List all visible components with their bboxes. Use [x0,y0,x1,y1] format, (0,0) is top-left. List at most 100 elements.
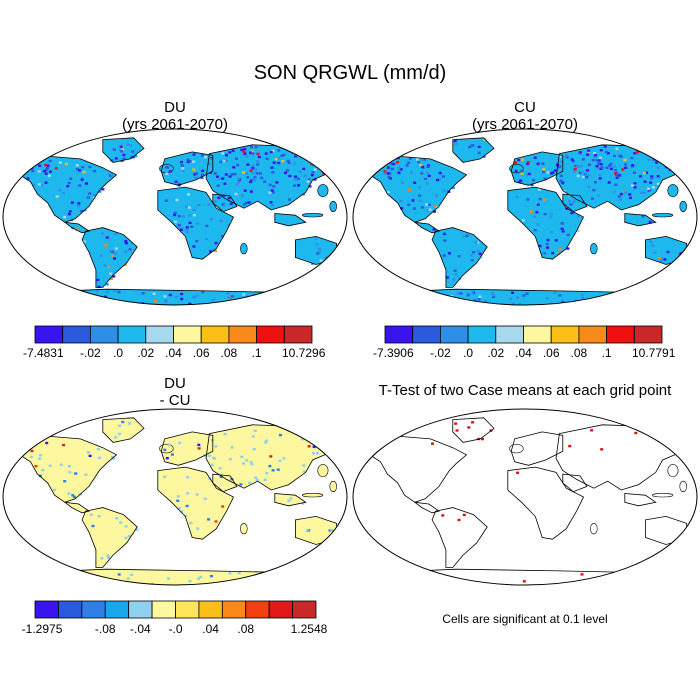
land-europe [161,431,213,466]
land-antarctica [27,569,323,585]
significance-note: Cells are significant at 0.1 level [442,612,608,626]
land-australia [645,236,687,265]
coastline-greenland [102,137,145,163]
land-europe [511,151,563,186]
coastline-africa [507,186,585,260]
island [317,464,329,478]
coastline-greenland [452,417,495,443]
island [329,200,337,213]
colorbar-box [439,325,469,344]
coastline-europe [160,431,214,466]
land-antarctica [377,289,673,305]
coastline-south-america [81,227,138,288]
coastline-se-asia [274,493,307,507]
colorbar-box [34,325,64,344]
colorbar-box [412,325,441,344]
colorbar-box [117,325,147,344]
island [679,200,687,213]
panel-cu-title-line1: CU [514,99,536,116]
island [240,243,248,255]
island [317,184,329,198]
island [689,257,697,265]
panel-diff-title: DU - CU [75,375,275,409]
colorbar-box [633,325,663,344]
map-panel-du [2,128,348,306]
coastline-se-asia [274,213,307,227]
globe-outline [2,408,348,586]
island [339,537,347,545]
coastline-se-asia [624,493,657,507]
colorbar-label: .04 [165,346,182,360]
coastline-north-america [5,154,118,223]
land-africa [157,187,234,260]
colorbar-box [384,325,414,344]
colorbar-box [90,325,119,344]
grid-cells [12,143,332,305]
colorbar-box [550,325,580,344]
colorbar-box [523,325,552,344]
land-europe [161,151,213,186]
coastline-arabia [562,473,588,493]
map-panel-diff [2,408,348,586]
island [689,537,697,545]
colorbar-label: 10.7791 [632,346,676,360]
map-panel-cu [352,128,698,306]
land-north-america [356,155,467,223]
land-south-america [82,227,138,288]
colorbar-label: .0 [113,346,123,360]
colorbar-label: -7.3906 [373,346,414,360]
colorbar-box [268,600,293,619]
land-australia [295,236,337,265]
colorbar-label: -.0 [168,622,182,636]
island [651,493,674,498]
land-south-america [432,227,488,288]
colorbar-box [606,325,635,344]
land-north-america [356,435,467,503]
coastline-africa [507,466,585,540]
colorbar-label: -.02 [80,346,101,360]
land-asia [556,144,691,210]
island [339,257,347,265]
colorbar-box [495,325,524,344]
coastline-greenland [452,137,495,163]
coastline-europe [510,151,564,186]
land-australia [645,516,687,545]
globe-outline [2,128,348,306]
colorbar-label: .02 [137,346,154,360]
colorbar-label: .08 [237,622,254,636]
island [301,493,324,498]
island [651,213,674,218]
colorbar-label: .04 [515,346,532,360]
land-arabia [562,474,587,492]
coastline-africa [157,466,235,540]
coastline-north-america [5,434,118,503]
land-africa [507,187,584,260]
colorbar-label: .08 [571,346,588,360]
land-africa [507,467,584,540]
colorbar-box [128,600,153,619]
land-south-america [82,507,138,568]
land-central-america [64,222,89,233]
colorbar-box [58,600,83,619]
colorbar-box [62,325,91,344]
colorbar-box [173,325,202,344]
coastline-greenland [102,417,145,443]
land-asia [206,424,341,490]
land-australia [295,516,337,545]
island [240,523,248,535]
coastline-arabia [212,473,238,493]
panel-ttest-title-line1: T-Test of two Case means at each grid po… [378,382,672,399]
land-north-america [6,155,117,223]
island [301,213,324,218]
colorbar-box [81,600,106,619]
coastline-north-america [355,154,468,223]
land-asia [556,424,691,490]
coastline-europe [160,151,214,186]
colorbar-box [198,600,223,619]
coastline-north-america [355,434,468,503]
colorbar-cb-diff: -1.2975 -.08 -.04 -.0 .04 .08 1.2548 [22,600,328,636]
colorbar-label: .0 [463,346,473,360]
land-arabia [562,194,587,212]
colorbar-label: -.04 [130,622,151,636]
